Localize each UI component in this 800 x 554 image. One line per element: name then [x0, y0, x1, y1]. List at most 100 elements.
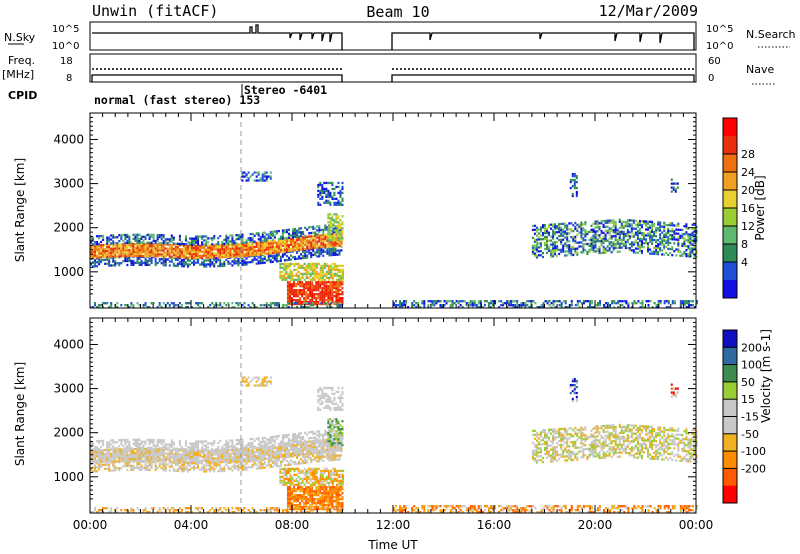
power-cell	[329, 291, 332, 294]
velocity-cell	[241, 451, 244, 455]
power-cell	[271, 230, 274, 233]
power-cell	[327, 193, 330, 197]
power-cell	[566, 238, 569, 241]
power-cell	[537, 242, 540, 245]
power-cell	[341, 187, 344, 191]
velocity-cell	[96, 446, 99, 449]
power-cell	[614, 234, 617, 238]
power-cell	[673, 242, 676, 245]
nave-tick-high: 60	[708, 56, 721, 67]
power-cell	[449, 300, 452, 303]
velocity-cell	[106, 447, 109, 450]
power-cell	[341, 223, 344, 226]
power-cell	[338, 249, 341, 252]
power-cell	[657, 243, 660, 246]
velocity-cell	[239, 448, 242, 451]
velocity-cell	[112, 450, 115, 453]
power-cell	[303, 268, 306, 272]
power-cell	[104, 247, 107, 251]
power-cell	[586, 306, 589, 309]
power-cell	[647, 232, 650, 235]
power-cell	[306, 243, 309, 246]
power-cell	[136, 241, 139, 244]
velocity-cell	[273, 454, 276, 457]
power-cell	[687, 227, 690, 230]
power-cell	[104, 302, 107, 305]
power-cell	[285, 304, 288, 307]
power-cell	[324, 228, 327, 231]
power-cell	[333, 262, 336, 266]
power-cell	[552, 304, 555, 307]
velocity-cell	[94, 457, 97, 460]
power-cell	[296, 238, 299, 242]
power-cell	[320, 228, 323, 232]
power-cell	[659, 243, 662, 246]
velocity-cell	[126, 444, 129, 448]
power-cell	[548, 223, 551, 226]
power-cell	[651, 234, 654, 237]
power-cell	[263, 239, 266, 242]
velocity-cell	[124, 460, 127, 463]
power-cell	[312, 302, 315, 305]
power-cell	[677, 250, 680, 253]
power-cell	[323, 278, 326, 281]
power-cell	[201, 261, 204, 264]
power-cell	[502, 304, 505, 307]
velocity-cell	[273, 435, 276, 438]
power-cell	[339, 289, 342, 292]
power-cell	[311, 270, 314, 274]
power-cell	[337, 203, 340, 206]
power-cell	[128, 248, 131, 252]
power-cell	[606, 239, 609, 242]
power-cell	[590, 246, 593, 249]
power-cell	[176, 264, 179, 268]
power-cell	[508, 300, 511, 303]
velocity-cell	[134, 447, 137, 451]
velocity-cell	[122, 450, 125, 453]
power-cell	[306, 239, 309, 242]
power-cell	[243, 263, 246, 266]
velocity-cell	[114, 465, 117, 468]
velocity-cell	[213, 459, 216, 462]
power-cell	[655, 250, 658, 254]
velocity-cell	[267, 445, 270, 448]
power-cell	[550, 302, 553, 305]
power-cell	[696, 300, 699, 303]
velocity-cell	[110, 443, 113, 446]
velocity-cell	[108, 454, 111, 457]
power-cell	[253, 256, 256, 259]
velocity-cell	[140, 464, 143, 467]
power-cell	[136, 252, 139, 256]
power-cell	[333, 233, 336, 236]
power-cell	[180, 244, 183, 247]
power-cell	[300, 231, 303, 234]
velocity-cell	[104, 456, 107, 460]
power-cell	[556, 246, 559, 250]
power-cell	[154, 239, 157, 243]
power-cell	[552, 231, 555, 234]
power-cell	[245, 173, 248, 176]
power-cell	[324, 224, 327, 227]
power-cell	[114, 236, 117, 239]
power-cell	[215, 259, 218, 262]
power-cell	[324, 237, 327, 241]
power-cell	[292, 237, 295, 240]
power-cell	[571, 192, 574, 196]
power-cell	[673, 234, 676, 237]
power-cell	[558, 223, 561, 226]
velocity-cell	[148, 462, 151, 466]
velocity-cell	[102, 441, 105, 445]
velocity-cell	[164, 448, 167, 451]
power-cell	[211, 302, 214, 305]
power-cell	[618, 218, 621, 222]
power-cell	[548, 245, 551, 248]
power-cell	[241, 250, 244, 254]
power-cell	[341, 197, 344, 200]
power-cell	[269, 230, 272, 234]
velocity-cell	[225, 454, 228, 458]
power-cell	[166, 243, 169, 246]
velocity-cell	[174, 463, 177, 466]
power-cell	[331, 238, 334, 242]
velocity-cell	[112, 460, 115, 463]
power-cell	[259, 239, 262, 243]
